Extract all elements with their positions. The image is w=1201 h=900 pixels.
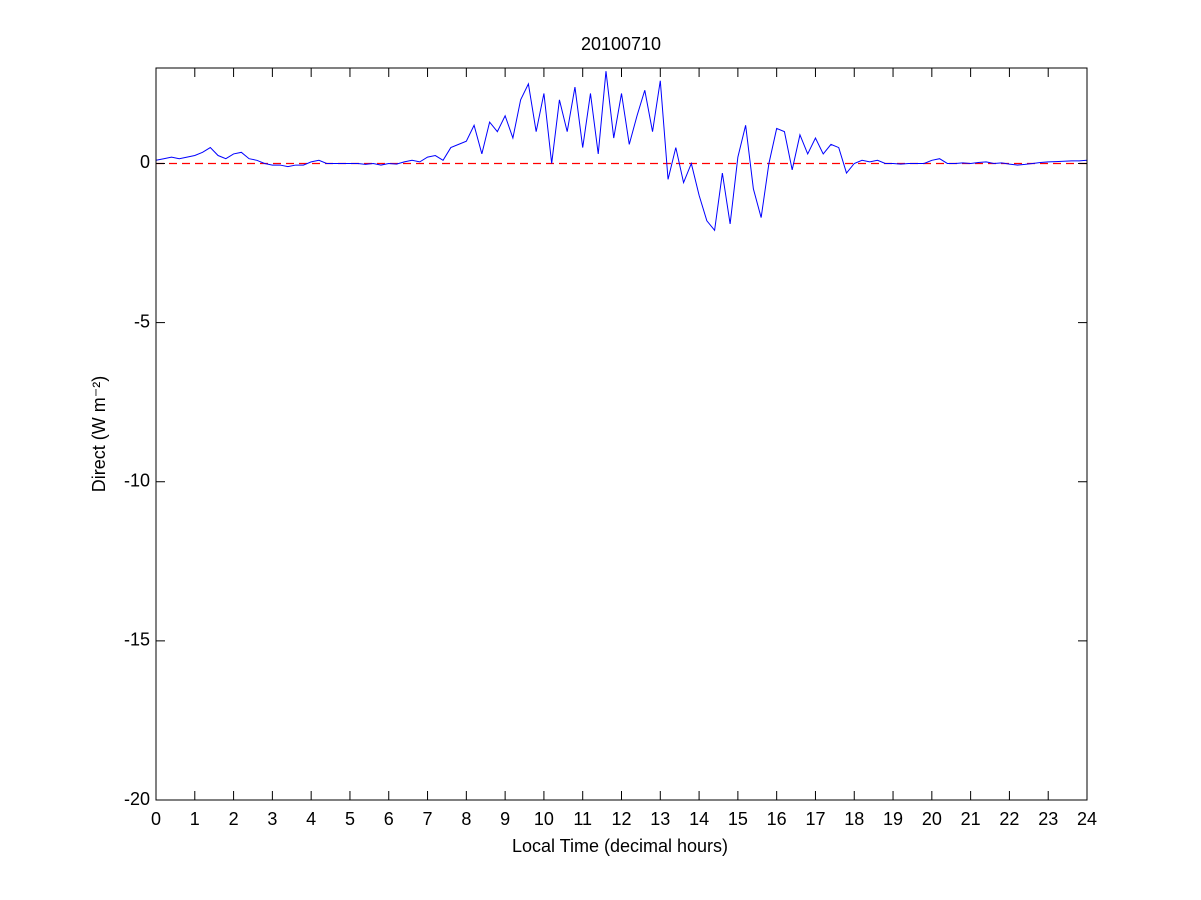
x-tick-label: 1 (190, 809, 200, 829)
x-tick-label: 24 (1077, 809, 1097, 829)
x-tick-label: 11 (573, 809, 592, 829)
x-tick-label: 8 (461, 809, 471, 829)
x-tick-label: 7 (423, 809, 433, 829)
x-tick-label: 13 (650, 809, 670, 829)
x-tick-label: 18 (844, 809, 864, 829)
y-tick-label: -5 (134, 311, 150, 331)
x-tick-label: 16 (767, 809, 787, 829)
data-line (155, 71, 1088, 232)
x-tick-label: 12 (611, 809, 631, 829)
x-tick-label: 6 (384, 809, 394, 829)
x-tick-label: 9 (500, 809, 510, 829)
chart-title: 20100710 (581, 34, 661, 54)
x-tick-label: 22 (999, 809, 1019, 829)
x-tick-label: 23 (1038, 809, 1058, 829)
y-tick-label: -15 (124, 630, 150, 650)
x-axis-label: Local Time (decimal hours) (512, 836, 728, 856)
x-tick-label: 20 (922, 809, 942, 829)
x-tick-label: 3 (267, 809, 277, 829)
y-tick-label: -20 (124, 789, 150, 809)
y-tick-label: 0 (140, 152, 150, 172)
y-axis-label: Direct (W m⁻²) (89, 376, 109, 492)
x-tick-label: 10 (534, 809, 554, 829)
x-tick-label: 19 (883, 809, 903, 829)
x-tick-label: 4 (306, 809, 316, 829)
x-tick-label: 15 (728, 809, 748, 829)
x-tick-label: 5 (345, 809, 355, 829)
x-tick-label: 14 (689, 809, 709, 829)
x-tick-label: 0 (151, 809, 161, 829)
x-tick-label: 17 (805, 809, 825, 829)
y-tick-label: -10 (124, 470, 150, 490)
x-tick-label: 2 (229, 809, 239, 829)
x-tick-label: 21 (961, 809, 981, 829)
